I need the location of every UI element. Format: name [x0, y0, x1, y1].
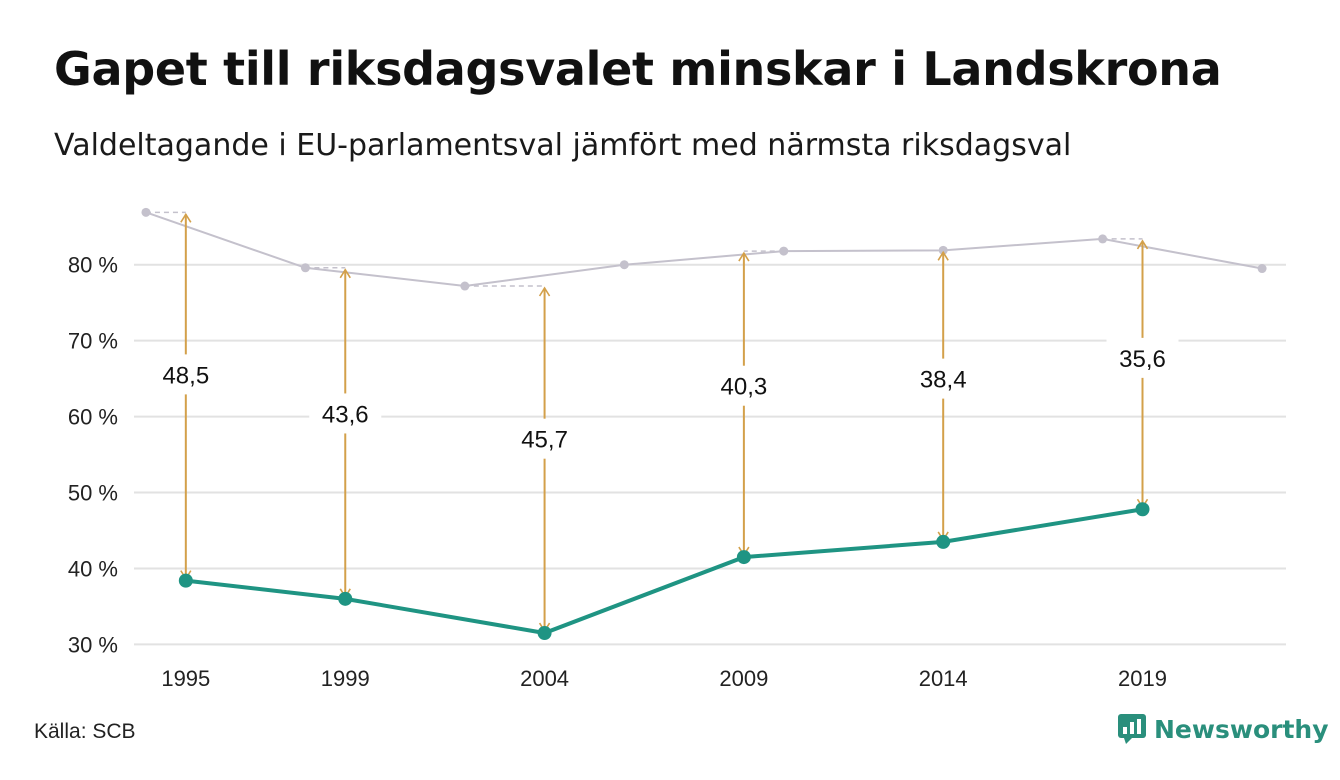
gap-label: 38,4: [920, 367, 967, 394]
y-tick-label: 70 %: [68, 329, 118, 354]
riksdag-series-line: [145, 211, 1263, 288]
gap-label-bg: [508, 418, 581, 459]
brand-logo: Newsworthy: [1118, 714, 1329, 744]
gap-label: 43,6: [322, 401, 369, 428]
eu-point: [1135, 502, 1150, 517]
brand-name: Newsworthy: [1154, 714, 1329, 744]
x-tick-label: 2009: [719, 666, 768, 691]
x-tick-label: 2014: [919, 666, 968, 691]
y-tick-label: 30 %: [68, 632, 118, 657]
y-tick-label: 60 %: [68, 405, 118, 430]
gap-label-bg: [907, 358, 980, 399]
gap-label-bg: [1106, 337, 1179, 378]
y-tick-label: 80 %: [68, 253, 118, 278]
newsworthy-logo-icon: [1118, 714, 1146, 744]
y-tick-label: 50 %: [68, 481, 118, 506]
gap-label: 35,6: [1119, 346, 1166, 373]
gap-label-bg: [309, 393, 382, 434]
gap-label-bg: [707, 365, 780, 406]
gap-label: 45,7: [521, 427, 568, 454]
source-note: Källa: SCB: [34, 720, 136, 743]
gap-label: 40,3: [721, 374, 768, 401]
y-tick-label: 40 %: [68, 556, 118, 581]
chart-subtitle: Valdeltagande i EU-parlamentsval jämfört…: [54, 128, 1072, 163]
eu-point: [537, 626, 552, 641]
x-tick-label: 1995: [161, 666, 210, 691]
chart-title: Gapet till riksdagsvalet minskar i Lands…: [54, 42, 1222, 96]
eu-point: [338, 591, 353, 606]
eu-point: [736, 550, 751, 565]
eu-series-line: [185, 507, 1143, 636]
riksdag-point: [619, 260, 629, 270]
x-tick-label: 1999: [321, 666, 370, 691]
x-tick-label: 2004: [520, 666, 569, 691]
gap-label: 48,5: [162, 362, 209, 389]
riksdag-point: [1257, 264, 1267, 274]
gap-label-bg: [149, 354, 222, 395]
eu-point: [936, 534, 951, 549]
eu-point: [178, 573, 193, 588]
x-tick-label: 2019: [1118, 666, 1167, 691]
